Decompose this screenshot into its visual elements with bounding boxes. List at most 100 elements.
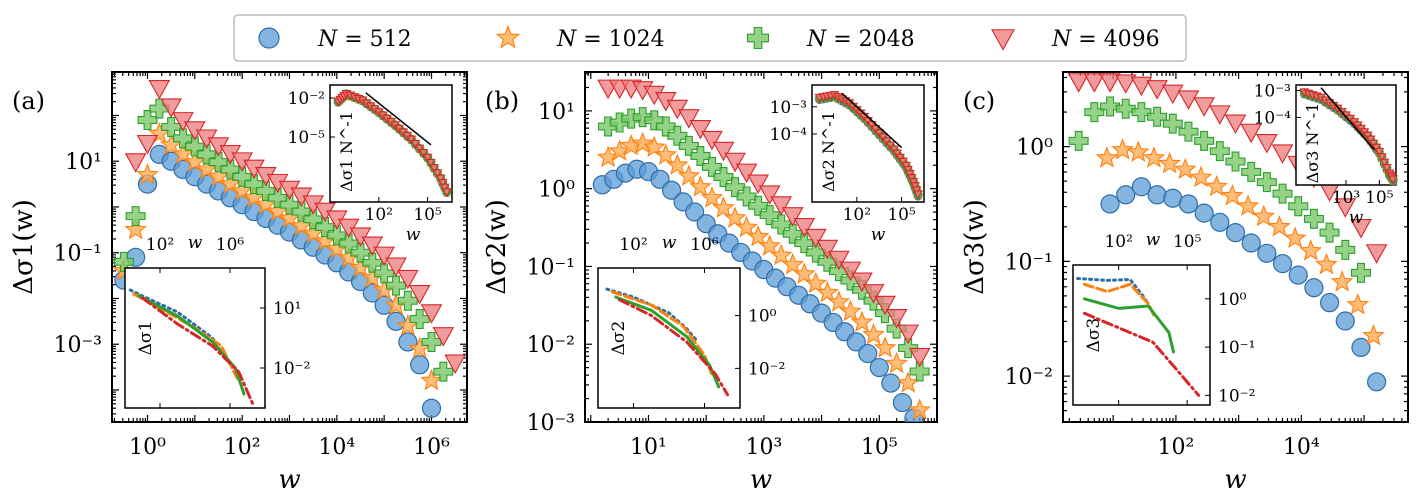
inset-x-axis-label: w — [406, 225, 421, 245]
inset-x-axis-label: w — [871, 225, 886, 245]
inset-collapse-point — [406, 135, 417, 145]
data-point — [1241, 161, 1262, 182]
reference-slope-line — [1320, 87, 1375, 151]
data-point — [1114, 74, 1137, 94]
inset-curve-n4096 — [617, 298, 730, 397]
data-point — [433, 361, 454, 382]
y-tick-label: 10⁻³ — [527, 411, 575, 436]
y-tick-label: 10⁻² — [527, 333, 575, 358]
legend-star-marker — [495, 24, 521, 49]
data-point — [735, 163, 758, 184]
inset-collapse-point — [1381, 164, 1392, 173]
inset-x-axis-label: w — [662, 233, 677, 253]
data-point — [1174, 157, 1197, 180]
data-point — [1304, 278, 1324, 298]
data-point — [897, 324, 919, 345]
y-tick-label: 10⁰ — [538, 178, 575, 203]
x-tick-label: 10⁶ — [413, 435, 450, 460]
inset-curve-n512 — [605, 287, 698, 341]
x-tick-label: 10⁰ — [129, 435, 166, 460]
inset-x-tick-label: 10⁵ — [413, 205, 442, 225]
data-point — [816, 239, 839, 260]
y-axis-label: Δσ2(w) — [482, 199, 512, 295]
data-point — [723, 206, 747, 228]
legend-n-symbol: N — [317, 27, 338, 52]
data-point — [851, 272, 873, 292]
data-point — [1365, 244, 1388, 264]
data-point — [1330, 270, 1354, 292]
data-point — [420, 304, 443, 324]
data-point — [1346, 293, 1370, 315]
data-point — [1221, 184, 1244, 206]
y-tick-label: 10⁻¹ — [527, 255, 575, 280]
inset-frame — [329, 84, 453, 203]
data-point — [642, 135, 666, 158]
legend-triangle-marker — [991, 29, 1015, 51]
y-tick-label: 10⁻² — [1005, 365, 1053, 390]
data-point — [827, 290, 851, 312]
legend-label-n512: N = 512 — [317, 27, 412, 52]
data-point — [1194, 203, 1214, 223]
inset-collapse-point — [1376, 153, 1387, 163]
inset-y-tick-label: 10⁻² — [748, 359, 785, 379]
data-point — [1288, 265, 1308, 285]
data-point — [689, 120, 712, 140]
inset-y-tick-label: 10⁻³ — [1254, 81, 1291, 101]
data-point — [908, 347, 931, 368]
x-tick-label: 10⁵ — [861, 435, 898, 460]
data-point — [1367, 372, 1387, 392]
inset-y-axis-label: Δσ3 N^-1 — [1303, 103, 1322, 184]
data-point — [1095, 146, 1119, 168]
inset-y-tick-label: 10¹ — [273, 299, 301, 319]
data-point — [885, 309, 908, 329]
data-point — [136, 134, 159, 155]
data-point — [881, 373, 901, 393]
data-point — [1225, 151, 1246, 172]
data-point — [1208, 105, 1231, 125]
inset-x-tick-label: 10² — [1104, 232, 1132, 252]
data-point — [1178, 121, 1199, 142]
data-point — [1177, 90, 1200, 110]
panel-label: (b) — [485, 87, 519, 115]
data-point — [421, 331, 442, 352]
x-tick-label: 10³ — [745, 435, 782, 460]
inset-curve-n2048 — [1082, 297, 1175, 354]
series-layer — [112, 80, 467, 418]
data-point — [1303, 208, 1324, 229]
data-point — [219, 172, 242, 194]
data-point — [410, 355, 430, 375]
inset-y-tick-label: 10⁰ — [1218, 290, 1247, 310]
series-layer — [592, 79, 931, 422]
legend-plus-glyph — [746, 26, 770, 50]
data-point — [124, 153, 147, 173]
data-point — [862, 323, 885, 345]
data-point — [420, 368, 443, 391]
data-point — [1146, 80, 1168, 100]
panel-b: 10¹ 10³ 10⁵ 10¹ 10⁰ 10⁻¹ 10⁻² 10⁻³ w Δσ2(w) (b) 10²… — [482, 71, 938, 495]
y-tick-label: 10⁰ — [1016, 136, 1053, 161]
data-point — [1252, 204, 1276, 227]
data-point — [793, 218, 816, 238]
data-point — [1335, 311, 1355, 331]
data-point — [1116, 185, 1136, 205]
inset-x-tick-label: 10² — [619, 235, 647, 255]
data-point — [747, 174, 769, 194]
data-point — [1100, 194, 1120, 214]
data-point — [758, 234, 781, 256]
legend-entry-n1024: N = 1024 — [495, 24, 665, 52]
data-point — [386, 311, 406, 331]
inset-y-axis-label: Δσ1 N^-1 — [337, 111, 356, 192]
data-point — [862, 284, 885, 304]
data-point — [896, 371, 920, 393]
legend-entry-n2048: N = 2048 — [746, 26, 915, 52]
data-point — [1161, 84, 1184, 105]
data-point — [396, 269, 419, 290]
x-axis-label: w — [1224, 465, 1246, 495]
data-point — [858, 343, 878, 364]
x-tick-label: 10⁴ — [1283, 435, 1320, 460]
data-point — [828, 250, 850, 271]
data-point — [149, 98, 170, 119]
data-point — [1319, 222, 1340, 243]
data-point — [846, 332, 866, 352]
data-point — [1205, 174, 1228, 197]
